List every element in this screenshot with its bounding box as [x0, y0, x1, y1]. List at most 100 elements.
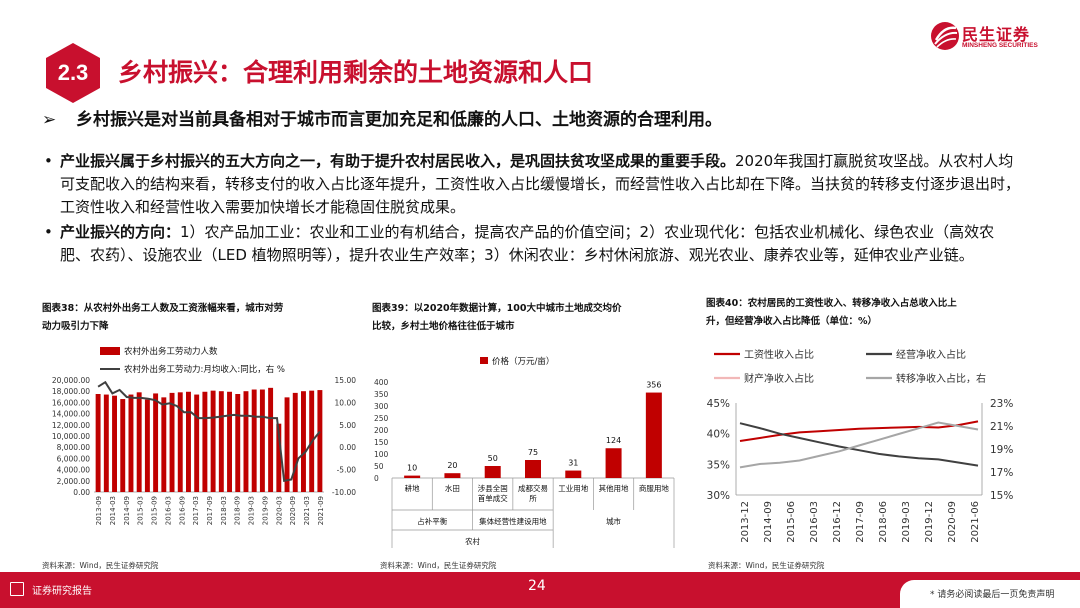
series-line [739, 421, 979, 469]
y-left-tick-label: 45% [707, 398, 730, 410]
category-label: 耕地 [405, 483, 420, 493]
minsheng-logo-icon [931, 22, 959, 50]
x-tick-label: 2019-03 [901, 501, 912, 543]
y-left-tick-label: 4,000.00 [57, 466, 91, 475]
y-right-tick-label: 10.00 [335, 398, 357, 407]
report-book-icon [10, 582, 24, 596]
y-right-tick-label: 15% [990, 490, 1013, 502]
bar-price [404, 475, 421, 478]
bar-workers [95, 394, 101, 492]
x-tick-label: 2014-09 [123, 496, 131, 525]
legend-label: 转移净收入占比，右 [896, 372, 986, 385]
x-tick-label: 2018-03 [220, 496, 228, 525]
figure-title-line: 升，但经营净收入占比降低（单位：%） [706, 316, 878, 327]
y-right-tick-label: -5.00 [337, 466, 357, 475]
bar-workers [128, 394, 134, 492]
bar-workers [186, 391, 191, 492]
y-right-tick-label: 5.00 [339, 421, 356, 430]
legend-label: 工资性收入占比 [744, 348, 814, 361]
bar-workers [243, 391, 249, 492]
legend-label-price: 价格（万元/亩） [492, 356, 554, 367]
x-tick-label: 2016-03 [164, 496, 172, 525]
legend-label-income: 农村外出务工劳动力:月均收入:同比，右 % [124, 364, 285, 375]
y-tick-label: 100 [374, 450, 389, 459]
figure-38-source: 资料来源：Wind，民生证券研究院 [42, 561, 159, 570]
logo-name-en: MINSHENG SECURITIES [962, 42, 1038, 49]
y-right-tick-label: -10.00 [332, 488, 356, 497]
figure-39-title: 图表39：以2020年数据计算，100大中城市土地成交均价 比较，乡村土地价格往… [372, 300, 692, 336]
logo: 民生证券 MINSHENG SECURITIES [930, 20, 1060, 54]
bar-price [605, 448, 622, 478]
y-left-tick-label: 10,000.00 [52, 432, 90, 441]
bullet-dot: • [44, 223, 53, 241]
bar-workers [210, 390, 216, 492]
footer-report-type: 证券研究报告 [32, 586, 92, 597]
x-tick-label: 2017-09 [206, 496, 214, 525]
subheading-text: 乡村振兴是对当前具备相对于城市而言更加充足和低廉的人口、土地资源的合理利用。 [76, 110, 722, 130]
category-label: 首单成交 [478, 493, 508, 503]
x-tick-label: 2019-09 [261, 496, 269, 525]
bar-workers [103, 394, 109, 492]
bar-workers [292, 392, 298, 492]
y-right-tick-label: 19% [990, 444, 1013, 456]
x-tick-label: 2016-12 [832, 501, 843, 543]
bar-workers [284, 397, 290, 492]
bullet-text: 1）农产品加工业：农业和工业的有机结合，提高农产品的价值空间；2）农业现代化：包… [60, 223, 995, 264]
x-tick-label: 2020-03 [275, 496, 283, 525]
section-number: 2.3 [57, 60, 89, 85]
x-tick-label: 2018-09 [234, 496, 242, 525]
x-tick-label: 2015-06 [786, 501, 797, 543]
y-tick-label: 50 [374, 462, 384, 471]
category-label: 工业用地 [558, 483, 588, 493]
x-tick-label: 2020-09 [289, 496, 297, 525]
y-left-tick-label: 20,000.00 [52, 376, 90, 385]
x-tick-label: 2013-12 [740, 501, 751, 543]
arrow-bullet-icon: ➢ [42, 110, 57, 130]
series-line-income-yoy [97, 380, 321, 482]
bar-workers [112, 395, 117, 492]
x-tick-label: 2016-03 [809, 501, 820, 543]
chart-land-prices: 价格（万元/亩） 0 50 100 150 200 250 300 350 400 10 20 50… [374, 356, 675, 548]
y-left-tick-label: 14,000.00 [52, 410, 90, 419]
bar-workers [268, 387, 274, 492]
x-tick-label: 2014-03 [109, 496, 117, 525]
bar-price [645, 392, 662, 478]
y-left-tick-label: 6,000.00 [57, 454, 91, 463]
bar-data-label: 356 [646, 381, 661, 390]
x-tick-label: 2018-06 [878, 501, 889, 543]
y-tick-label: 200 [374, 426, 389, 435]
bar-price [525, 460, 541, 478]
x-tick-label: 2014-09 [763, 501, 774, 543]
x-tick-label: 2019-03 [248, 496, 256, 525]
figure-title-line: 图表38：从农村外出务工人数及工资涨幅来看，城市对劳 [42, 303, 284, 314]
bar-workers [144, 399, 150, 492]
figure-title-line: 图表39：以2020年数据计算，100大中城市土地成交均价 [372, 303, 622, 314]
y-right-tick-label: 17% [990, 467, 1013, 479]
logo-name-cn: 民生证券 [962, 25, 1031, 44]
bar-workers [194, 394, 200, 492]
y-left-tick-label: 16,000.00 [52, 398, 90, 407]
series-line [739, 422, 979, 467]
y-tick-label: 250 [374, 414, 389, 423]
y-tick-label: 150 [374, 438, 389, 447]
figure-39-source: 资料来源：Wind，民生证券研究院 [380, 561, 497, 570]
y-left-tick-label: 0.00 [73, 488, 90, 497]
x-tick-label: 2020-09 [947, 501, 958, 543]
footer-disclaimer-box [900, 580, 1080, 608]
footer-disclaimer: * 请务必阅读最后一页免责声明 [930, 590, 1055, 600]
bullet-list: • 产业振兴属于乡村振兴的五大方向之一，有助于提升农村居民收入，是巩固扶贫攻坚成… [42, 150, 1022, 269]
x-tick-label: 2013-09 [95, 496, 103, 525]
bar-workers [227, 391, 232, 492]
bar-data-label: 20 [447, 461, 457, 470]
bar-workers [235, 394, 241, 492]
x-tick-label: 2019-12 [924, 501, 935, 543]
x-tick-label: 2021-09 [317, 496, 325, 525]
bar-workers [136, 392, 142, 492]
bar-workers [202, 391, 208, 492]
bullet-bold-text: 产业振兴属于乡村振兴的五大方向之一，有助于提升农村居民收入，是巩固扶贫攻坚成果的… [60, 152, 736, 170]
category-label: 成都交易 [518, 483, 548, 493]
category-label: 水田 [445, 483, 460, 493]
group-label: 集体经营性建设用地 [479, 516, 547, 526]
y-left-tick-label: 8,000.00 [57, 443, 91, 452]
